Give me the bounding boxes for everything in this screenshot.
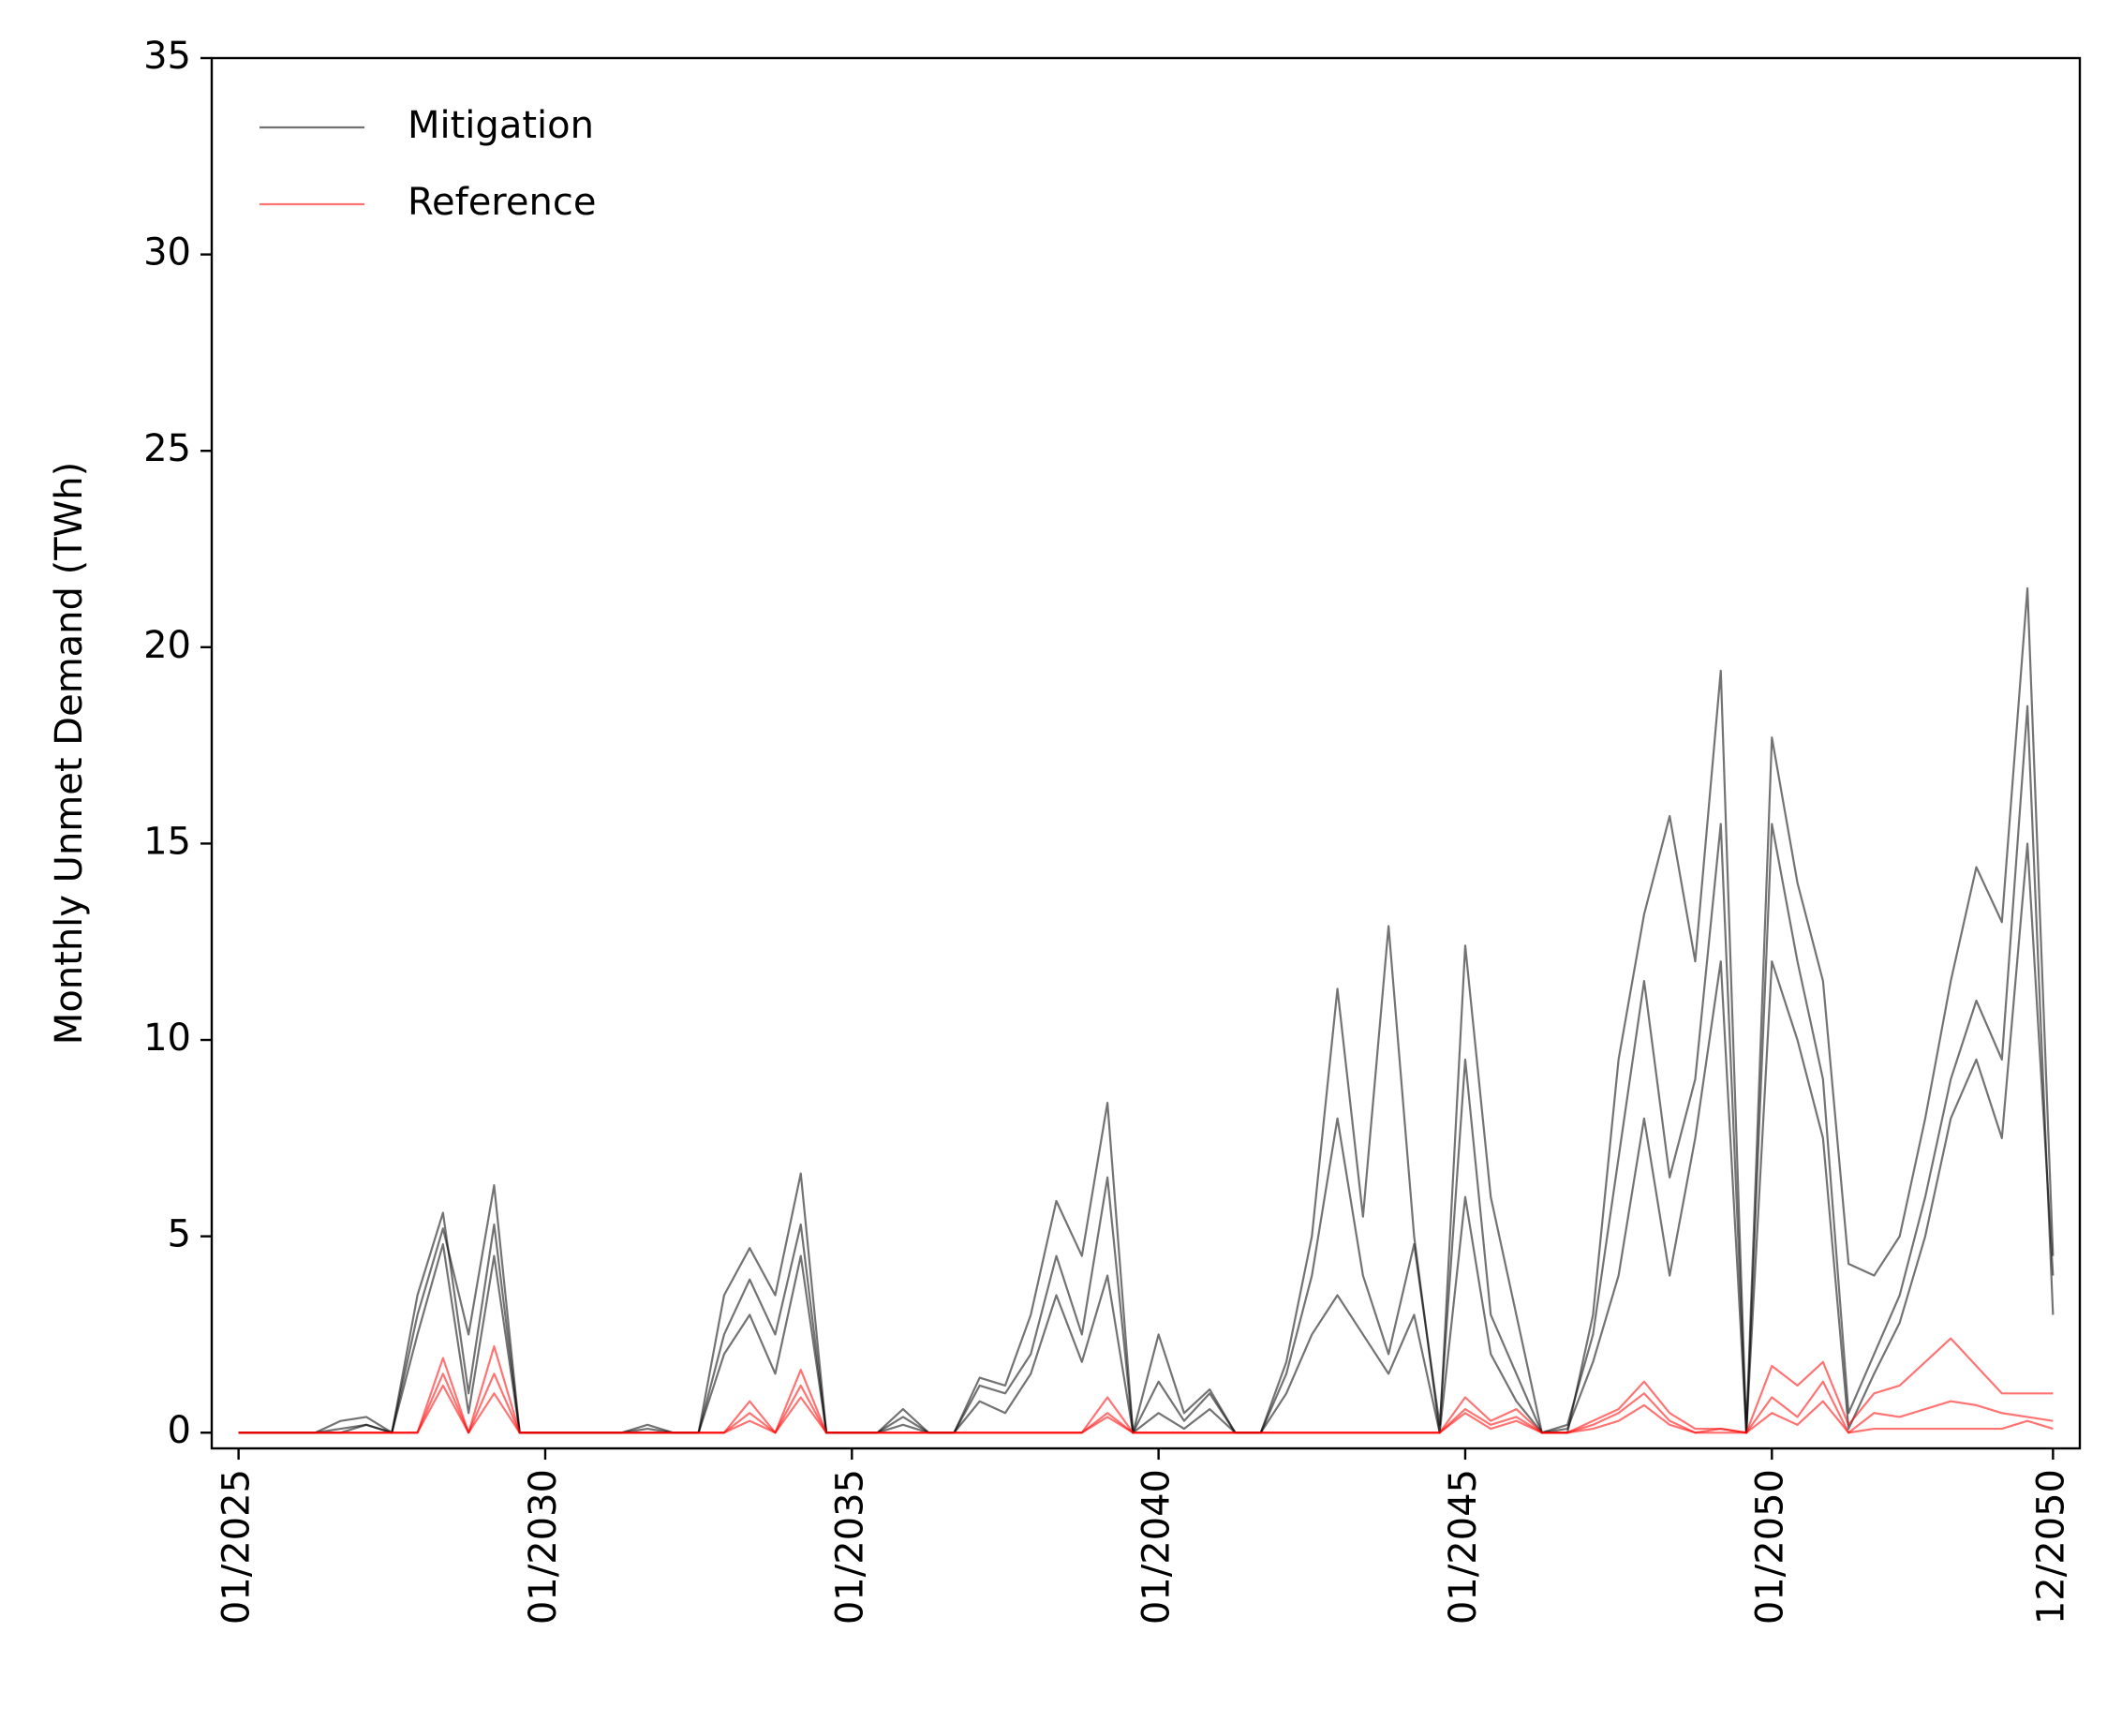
y-tick-label: 35 <box>143 35 191 78</box>
y-tick-label: 0 <box>168 1409 191 1452</box>
x-tick-label: 01/2050 <box>1748 1469 1791 1625</box>
legend-label: Reference <box>408 181 596 224</box>
y-tick-label: 10 <box>143 1016 191 1060</box>
legend-label: Mitigation <box>408 104 594 147</box>
y-tick-label: 30 <box>143 231 191 274</box>
y-tick-label: 25 <box>143 427 191 470</box>
x-tick-label: 01/2045 <box>1442 1469 1485 1625</box>
x-tick-label: 01/2040 <box>1135 1469 1179 1625</box>
plot-frame <box>210 56 2082 1450</box>
series-line <box>238 1384 2054 1434</box>
y-tick-label: 15 <box>143 820 191 863</box>
y-tick-label: 5 <box>168 1213 191 1256</box>
x-tick-label: 01/2025 <box>215 1469 259 1625</box>
x-tick-label: 01/2035 <box>828 1469 871 1625</box>
x-tick-label: 01/2030 <box>522 1469 565 1625</box>
y-tick-label: 20 <box>143 624 191 667</box>
y-axis-label: Monthly Unmet Demand (TWh) <box>48 462 91 1045</box>
x-tick-label: 12/2050 <box>2029 1469 2072 1625</box>
